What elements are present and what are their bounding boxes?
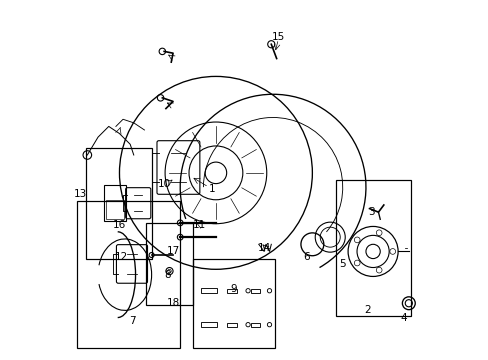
Text: 17: 17: [166, 247, 179, 256]
Text: 14: 14: [257, 243, 270, 253]
Bar: [106, 200, 123, 219]
Text: 5: 5: [339, 259, 346, 269]
Text: 1: 1: [208, 184, 215, 194]
Bar: [226, 323, 237, 327]
Text: 15: 15: [271, 32, 285, 42]
Text: 16: 16: [113, 220, 126, 230]
Text: 3: 3: [367, 207, 374, 217]
Text: 9: 9: [230, 284, 237, 294]
Bar: [201, 288, 216, 293]
Bar: [146, 223, 192, 305]
Bar: [335, 180, 410, 316]
Bar: [192, 258, 274, 348]
Text: 13: 13: [73, 189, 87, 199]
Bar: [104, 185, 125, 221]
Bar: [250, 289, 259, 293]
Text: 6: 6: [303, 252, 310, 262]
Text: 8: 8: [164, 270, 171, 280]
Bar: [201, 322, 216, 327]
Bar: [250, 323, 259, 327]
Text: 4: 4: [399, 312, 406, 323]
Text: 7: 7: [128, 316, 135, 326]
Text: 10: 10: [157, 179, 170, 189]
Bar: [85, 148, 151, 258]
Bar: [77, 202, 180, 348]
Text: 12: 12: [114, 252, 128, 262]
Text: 11: 11: [193, 220, 206, 230]
Text: 18: 18: [166, 298, 179, 308]
Text: 2: 2: [364, 305, 370, 315]
Bar: [226, 289, 237, 293]
